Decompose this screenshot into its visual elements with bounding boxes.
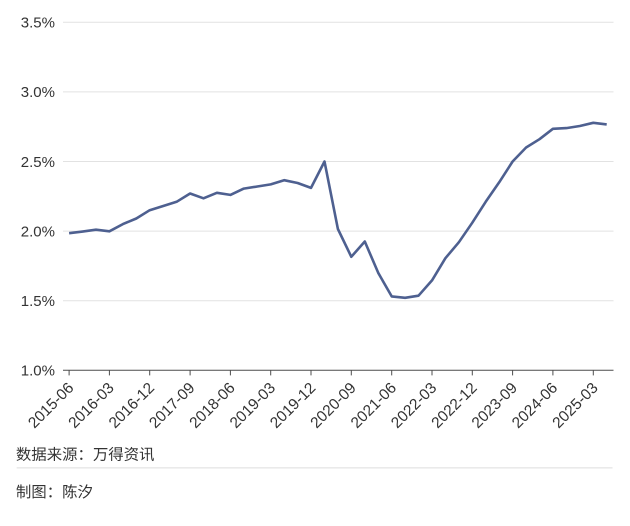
- svg-text:1.0%: 1.0%: [21, 363, 55, 380]
- svg-text:3.0%: 3.0%: [21, 84, 55, 101]
- svg-text:2025-03: 2025-03: [549, 380, 601, 432]
- svg-text:3.5%: 3.5%: [21, 15, 55, 32]
- svg-text:2.0%: 2.0%: [21, 223, 55, 240]
- svg-text:1.5%: 1.5%: [21, 293, 55, 310]
- svg-text:2.5%: 2.5%: [21, 154, 55, 171]
